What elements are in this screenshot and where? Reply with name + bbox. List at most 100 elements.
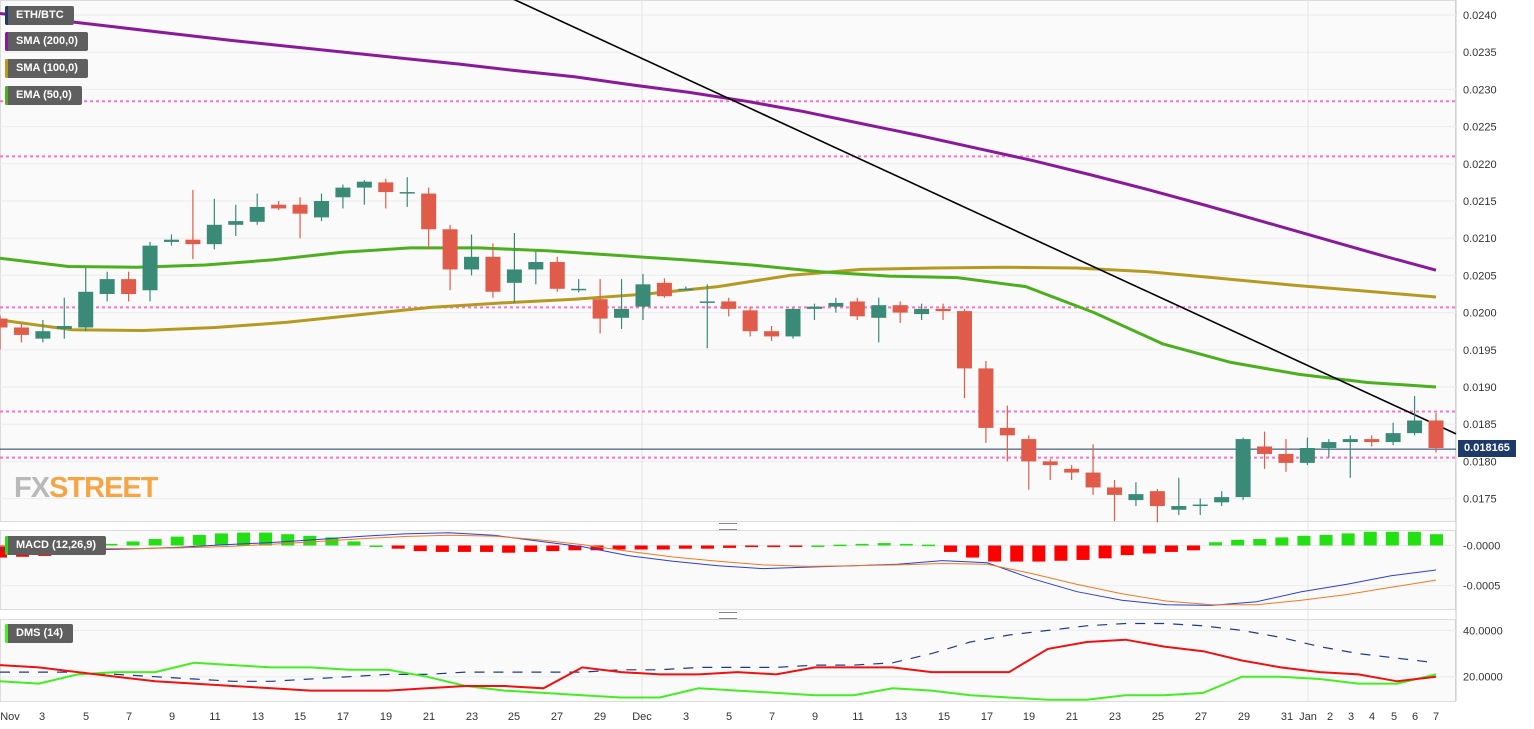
- candle-body-46: [978, 368, 994, 428]
- x-tick-label-10: 21: [423, 711, 435, 723]
- macd-hist-bar-64: [1407, 531, 1421, 546]
- x-tick-label-32: 2: [1327, 711, 1333, 723]
- legend-sma200: SMA (200,0): [5, 32, 88, 51]
- candle-body-10: [206, 224, 222, 245]
- legend-sma200-text: SMA (200,0): [16, 35, 78, 47]
- macd-hist-bar-58: [1275, 537, 1289, 546]
- candle-body-65: [1385, 433, 1401, 443]
- dms-label-text: DMS (14): [16, 627, 64, 639]
- macd-hist-bar-14: [303, 535, 317, 546]
- candle-body-25: [528, 262, 544, 270]
- x-tick-label-23: 17: [981, 711, 993, 723]
- candle-body-36: [764, 331, 780, 337]
- macd-hist-bar-11: [237, 532, 251, 546]
- legend-sma100-text: SMA (100,0): [16, 62, 78, 74]
- macd-hist-bar-50: [1098, 545, 1112, 559]
- macd-hist-bar-48: [1054, 545, 1068, 561]
- candle-body-61: [1299, 448, 1315, 463]
- candle-body-17: [356, 181, 372, 188]
- candle-body-12: [249, 206, 265, 222]
- x-tick-label-11: 23: [466, 711, 478, 723]
- macd-hist-bar-23: [502, 545, 516, 553]
- pane-resize-handle-dms[interactable]: [719, 612, 737, 619]
- macd-hist-bar-36: [789, 545, 803, 547]
- candle-body-26: [549, 262, 565, 289]
- x-tick-label-16: 3: [683, 711, 689, 723]
- macd-hist-bar-62: [1363, 531, 1377, 546]
- candle-body-64: [1364, 439, 1380, 443]
- x-tick-label-4: 9: [169, 711, 175, 723]
- price-tick-label-5: 0.0215: [1463, 196, 1497, 208]
- candle-body-28: [592, 299, 608, 319]
- price-tick-label-3: 0.0225: [1463, 122, 1497, 134]
- dms-tick-label-0: 40.0000: [1463, 625, 1503, 637]
- candle-body-30: [635, 284, 651, 307]
- macd-hist-bar-32: [700, 545, 714, 549]
- macd-hist-bar-52: [1142, 545, 1156, 554]
- x-tick-label-2: 5: [83, 711, 89, 723]
- candle-body-32: [678, 288, 694, 291]
- macd-hist-bar-18: [391, 545, 405, 549]
- candle-body-24: [506, 269, 522, 283]
- price-tick-label-13: 0.0175: [1463, 494, 1497, 506]
- candle-body-31: [656, 282, 672, 297]
- pane-resize-handle-macd[interactable]: [719, 523, 737, 530]
- pair-label: ETH/BTC: [5, 6, 74, 25]
- x-tick-label-0: Nov: [0, 711, 20, 723]
- candle-body-44: [935, 308, 951, 312]
- price-tick-label-0: 0.0240: [1463, 10, 1497, 22]
- ema50-line: [0, 246, 1437, 389]
- candle-body-14: [292, 204, 308, 214]
- candle-body-53: [1128, 494, 1144, 501]
- candle-body-20: [421, 193, 437, 230]
- macd-hist-bar-7: [148, 539, 162, 546]
- candle-body-56: [1192, 504, 1208, 507]
- macd-hist-bar-53: [1164, 545, 1178, 552]
- candle-body-21: [442, 229, 458, 270]
- candle-body-18: [378, 182, 394, 193]
- candle-body-42: [892, 305, 908, 313]
- x-tick-label-35: 5: [1391, 711, 1397, 723]
- x-tick-label-27: 25: [1152, 711, 1164, 723]
- candle-body-55: [1171, 506, 1187, 510]
- candle-body-16: [335, 187, 351, 198]
- macd-hist-bar-40: [877, 543, 891, 546]
- x-tick-label-37: 7: [1433, 711, 1439, 723]
- macd-hist-bar-43: [943, 545, 957, 552]
- macd-hist-bar-28: [612, 545, 626, 550]
- macd-hist-bar-0: [0, 545, 7, 558]
- legend-ema50-text: EMA (50,0): [16, 89, 72, 101]
- macd-hist-bar-13: [281, 534, 295, 546]
- x-tick-label-14: 29: [594, 711, 606, 723]
- candle-body-47: [999, 427, 1015, 436]
- x-tick-label-17: 5: [726, 711, 732, 723]
- candle-body-35: [742, 310, 758, 332]
- macd-hist-bar-20: [435, 545, 449, 552]
- candle-body-7: [142, 245, 158, 291]
- x-tick-label-30: 31: [1281, 711, 1293, 723]
- price-tick-label-11: 0.0185: [1463, 419, 1497, 431]
- macd-hist-bar-6: [126, 541, 140, 546]
- macd-hist-bar-27: [590, 545, 604, 551]
- macd-hist-bar-16: [347, 541, 361, 546]
- price-tick-label-2: 0.0230: [1463, 84, 1497, 96]
- candle-body-49: [1042, 461, 1058, 466]
- x-tick-label-7: 15: [294, 711, 306, 723]
- macd-line: [0, 532, 1437, 606]
- pair-label-text: ETH/BTC: [16, 9, 64, 21]
- x-tick-label-21: 13: [895, 711, 907, 723]
- candle-body-27: [571, 288, 587, 291]
- macd-tick-label-0: -0.0000: [1463, 540, 1500, 552]
- macd-hist-bar-24: [524, 545, 538, 552]
- macd-hist-bar-35: [767, 545, 781, 548]
- dms-label: DMS (14): [5, 624, 74, 643]
- macd-hist-bar-34: [745, 545, 759, 548]
- macd-hist-bar-41: [899, 543, 913, 546]
- macd-hist-bar-63: [1385, 531, 1399, 546]
- x-tick-label-8: 17: [337, 711, 349, 723]
- candle-body-1: [13, 327, 29, 335]
- candle-body-29: [614, 308, 630, 318]
- macd-hist-bar-47: [1032, 545, 1046, 562]
- macd-hist-bar-44: [966, 545, 980, 558]
